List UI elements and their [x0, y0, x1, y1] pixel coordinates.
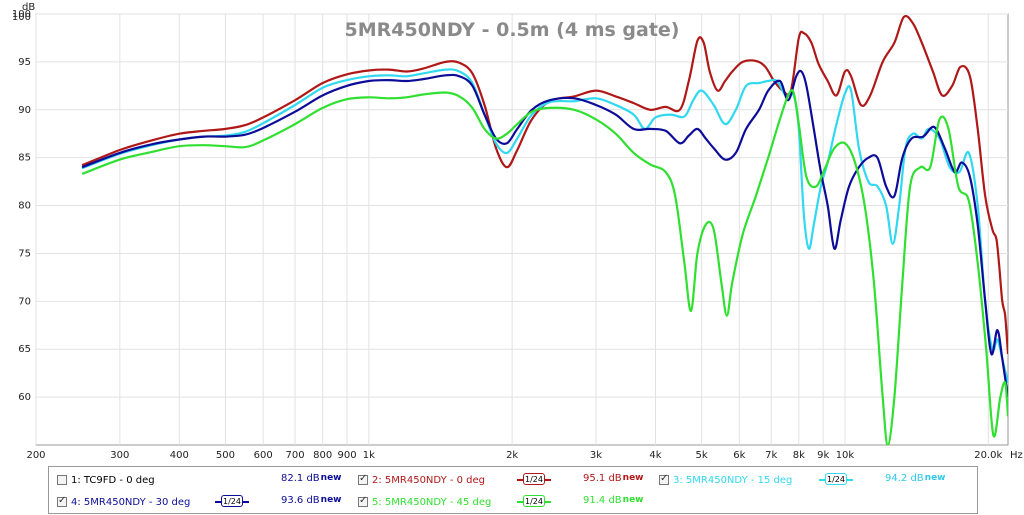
legend-item-2[interactable]: 2: 5MR450NDY - 0 deg: [358, 471, 485, 489]
series-line-5: [81, 89, 1008, 445]
y-tick-label: 100: [12, 12, 31, 23]
x-tick-label: 600: [254, 450, 273, 461]
x-tick-label: 8k: [793, 450, 805, 461]
x-tick-label: 9k: [817, 450, 829, 461]
y-axis-label: dB: [22, 2, 35, 13]
x-tick-label: 20.0k: [974, 450, 1002, 461]
y-tick-label: 85: [18, 153, 31, 164]
chart-title: 5MR450NDY - 0.5m (4 ms gate): [345, 19, 680, 41]
new-badge: new: [622, 495, 644, 505]
y-tick-label: 60: [18, 392, 31, 403]
x-tick-label: 2k: [506, 450, 518, 461]
legend-level-5: 91.4 dB new: [583, 495, 643, 506]
legend-label-4: 4: 5MR450NDY - 30 deg: [71, 496, 191, 508]
x-tick-label: 7k: [765, 450, 777, 461]
legend-level-value-1: 82.1 dB: [281, 473, 320, 484]
legend-label-1: 1: TC9FD - 0 deg: [71, 474, 155, 486]
y-tick-label: 100: [12, 9, 31, 20]
x-tick-label: 500: [216, 450, 235, 461]
legend-label-3: 3: 5MR450NDY - 15 deg: [673, 474, 793, 486]
legend-checkbox-1[interactable]: [57, 475, 67, 485]
x-axis-ticks: 200 300 400 500 600 700 800 900 1k 2k 3k 4k 5k 6k 7k 8k…: [26, 450, 1002, 461]
y-tick-label: 80: [18, 201, 31, 212]
x-tick-label: 10k: [836, 450, 855, 461]
legend-level-value-2: 95.1 dB: [583, 473, 622, 484]
x-tick-label: 300: [110, 450, 129, 461]
smoothing-box-5: 1/24: [523, 495, 545, 507]
smoothing-box-3: 1/24: [825, 473, 847, 485]
legend-item-5[interactable]: 5: 5MR450NDY - 45 deg: [358, 493, 491, 511]
legend-level-value-4: 93.6 dB: [281, 495, 320, 506]
series-line-3: [81, 68, 1008, 383]
series-lines: [81, 14, 1008, 445]
legend-label-5: 5: 5MR450NDY - 45 deg: [372, 496, 492, 508]
new-badge: new: [924, 473, 946, 483]
y-tick-label: 95: [18, 57, 31, 68]
x-tick-label: 5k: [696, 450, 708, 461]
smoothing-badge-4[interactable]: 1/24: [215, 494, 249, 508]
legend-level-1: 82.1 dB new: [281, 473, 341, 484]
legend-item-3[interactable]: 3: 5MR450NDY - 15 deg: [659, 471, 792, 489]
grid-lines: [35, 13, 1008, 445]
legend-label-2: 2: 5MR450NDY - 0 deg: [372, 474, 486, 486]
legend-level-4: 93.6 dB new: [281, 495, 341, 506]
series-line-2: [81, 14, 1008, 355]
x-tick-label: 3k: [590, 450, 602, 461]
legend-level-value-5: 91.4 dB: [583, 495, 622, 506]
plot-area: [35, 13, 1009, 446]
x-tick-label: 400: [170, 450, 189, 461]
smoothing-badge-2[interactable]: 1/24: [517, 472, 551, 486]
smoothing-box-4: 1/24: [221, 495, 243, 507]
x-tick-label: 6k: [733, 450, 745, 461]
y-tick-label: 90: [18, 105, 31, 116]
frequency-response-chart: 200 300 400 500 600 700 800 900 1k 2k 3k 4k 5k 6k 7k 8k…: [12, 2, 1023, 461]
y-tick-label: 65: [18, 344, 31, 355]
legend-checkbox-4[interactable]: [57, 495, 67, 507]
x-axis-unit: Hz: [1010, 450, 1023, 461]
legend-checkbox-2[interactable]: [358, 473, 368, 485]
series-line-4: [81, 69, 1008, 398]
x-tick-label: 4k: [649, 450, 661, 461]
x-tick-label: 1k: [363, 450, 375, 461]
smoothing-badge-5[interactable]: 1/24: [517, 494, 551, 508]
new-badge: new: [320, 473, 342, 483]
legend-level-2: 95.1 dB new: [583, 473, 643, 484]
x-tick-label: 200: [26, 450, 45, 461]
x-tick-label: 800: [313, 450, 332, 461]
legend-level-value-3: 94.2 dB: [885, 473, 924, 484]
smoothing-badge-3[interactable]: 1/24: [819, 472, 853, 486]
legend-level-3: 94.2 dB new: [885, 473, 945, 484]
legend-checkbox-5[interactable]: [358, 495, 368, 507]
x-tick-label: 900: [337, 450, 356, 461]
legend-item-4[interactable]: 4: 5MR450NDY - 30 deg: [57, 493, 190, 511]
legend-item-1[interactable]: 1: TC9FD - 0 deg: [57, 471, 155, 489]
x-tick-label: 700: [286, 450, 305, 461]
smoothing-box-2: 1/24: [523, 473, 545, 485]
legend-checkbox-3[interactable]: [659, 473, 669, 485]
y-tick-label: 70: [18, 296, 31, 307]
new-badge: new: [320, 495, 342, 505]
y-tick-label: 75: [18, 248, 31, 259]
new-badge: new: [622, 473, 644, 483]
